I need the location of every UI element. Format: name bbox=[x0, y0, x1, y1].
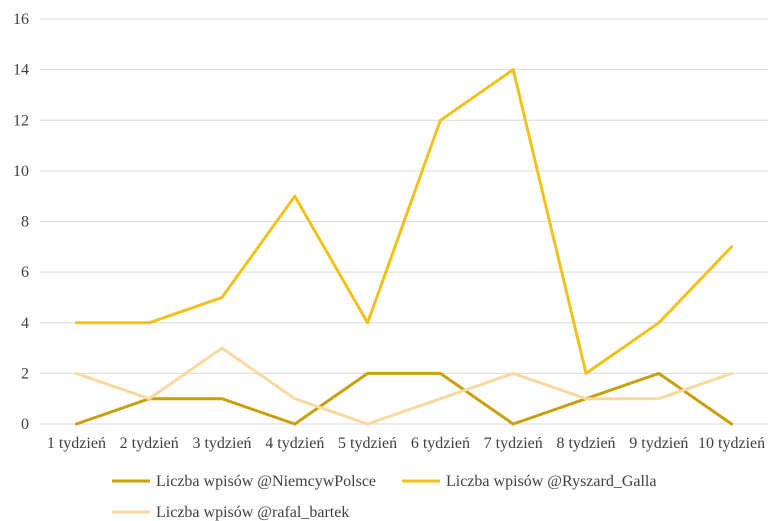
legend-label: Liczba wpisów @rafal_bartek bbox=[156, 504, 349, 521]
y-tick-label: 14 bbox=[13, 62, 29, 79]
y-tick-label: 10 bbox=[13, 163, 29, 180]
series-line bbox=[74, 371, 734, 426]
y-tick-label: 16 bbox=[13, 11, 29, 28]
y-tick-label: 2 bbox=[21, 365, 29, 382]
series-line bbox=[74, 346, 734, 426]
legend: Liczba wpisów @NiemcywPolsce Liczba wpisó… bbox=[112, 473, 656, 521]
y-tick-label: 6 bbox=[21, 264, 29, 281]
x-tick-label: 1 tydzień bbox=[47, 435, 106, 452]
series-lines bbox=[74, 68, 734, 426]
legend-label: Liczba wpisów @NiemcywPolsce bbox=[156, 473, 376, 490]
y-tick-label: 0 bbox=[21, 416, 29, 433]
x-tick-label: 8 tydzień bbox=[556, 435, 615, 452]
legend-label: Liczba wpisów @Ryszard_Galla bbox=[446, 473, 656, 490]
y-axis-tick-labels: 0 2 4 6 8 10 12 14 16 bbox=[13, 11, 29, 433]
y-tick-label: 8 bbox=[21, 214, 29, 231]
x-tick-label: 2 tydzień bbox=[120, 435, 179, 452]
y-tick-label: 12 bbox=[13, 112, 29, 129]
x-tick-label: 6 tydzień bbox=[411, 435, 470, 452]
series-line bbox=[74, 68, 734, 375]
y-tick-label: 4 bbox=[21, 315, 29, 332]
x-tick-label: 3 tydzień bbox=[192, 435, 251, 452]
x-axis-tick-labels: 1 tydzień 2 tydzień 3 tydzień 4 tydzień 5 ty… bbox=[47, 435, 765, 452]
x-tick-label: 5 tydzień bbox=[338, 435, 397, 452]
x-tick-label: 9 tydzień bbox=[629, 435, 688, 452]
x-tick-label: 10 tydzień bbox=[698, 435, 765, 452]
x-tick-label: 7 tydzień bbox=[484, 435, 543, 452]
x-tick-label: 4 tydzień bbox=[265, 435, 324, 452]
